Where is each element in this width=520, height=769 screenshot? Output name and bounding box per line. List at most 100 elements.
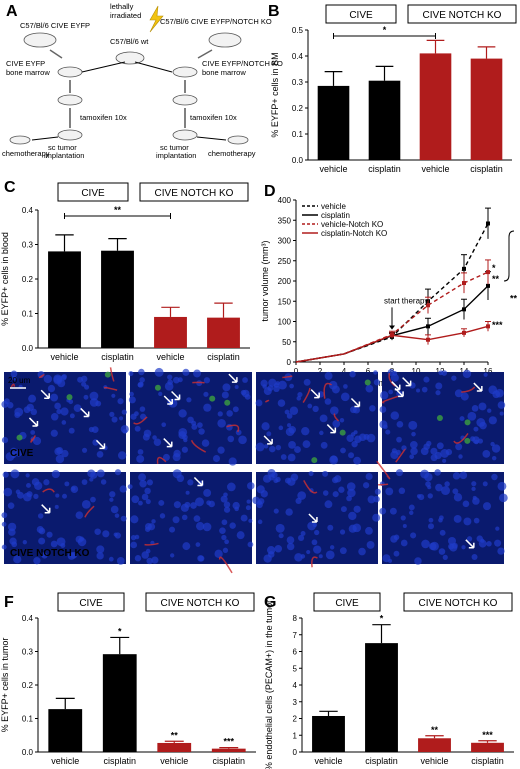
x-tick-label: cisplatin: [103, 756, 136, 766]
nucleus: [366, 433, 376, 443]
bar: [48, 251, 81, 348]
nucleus: [490, 441, 495, 447]
arrow-icon: [41, 504, 51, 514]
nucleus: [238, 435, 247, 445]
nucleus: [50, 429, 58, 437]
irradiated-label-1: lethally: [110, 2, 134, 11]
nucleus: [222, 547, 229, 554]
nucleus: [395, 469, 403, 477]
nucleus: [60, 374, 67, 381]
nucleus: [393, 550, 400, 557]
nucleus: [181, 514, 188, 521]
nucleus: [390, 535, 398, 543]
nucleus: [170, 553, 175, 558]
nucleus: [271, 471, 278, 479]
arrow-icon: [163, 395, 173, 405]
implant-left-1: sc tumor: [48, 143, 77, 152]
nucleus: [427, 493, 433, 499]
bar: [157, 742, 192, 752]
nucleus: [494, 539, 502, 547]
significance-label: *: [380, 614, 384, 624]
nucleus: [232, 406, 239, 413]
data-point: [426, 324, 430, 329]
nucleus: [178, 431, 187, 439]
nucleus: [325, 550, 335, 560]
bar: [48, 709, 83, 752]
nucleus: [435, 483, 443, 492]
mouse-icon: [57, 129, 83, 141]
group-box-notch: [407, 4, 517, 24]
nucleus: [491, 473, 498, 481]
arrow-icon: [402, 377, 412, 387]
nucleus: [367, 495, 376, 504]
nucleus: [373, 495, 380, 503]
nucleus: [463, 517, 472, 526]
nucleus: [421, 539, 430, 549]
y-tick-label: 0: [287, 358, 292, 367]
nucleus: [409, 454, 415, 460]
nucleus: [75, 511, 84, 519]
nucleus: [2, 471, 9, 478]
nucleus: [117, 398, 124, 405]
nucleus: [195, 542, 201, 547]
nucleus: [499, 411, 504, 416]
nucleus: [340, 506, 347, 513]
bar: [418, 738, 451, 752]
vessel: [453, 433, 469, 444]
legend-label: cisplatin: [321, 211, 350, 220]
nucleus: [32, 436, 42, 446]
nucleus: [351, 441, 358, 448]
nucleus: [130, 515, 139, 524]
nucleus: [319, 414, 328, 423]
y-tick-label: 150: [278, 297, 292, 306]
nucleus: [206, 500, 212, 506]
nucleus: [140, 413, 147, 420]
nucleus: [267, 385, 274, 392]
mouse-icon: [9, 135, 31, 145]
mouse-icon: [23, 32, 57, 48]
nucleus: [382, 554, 391, 563]
nucleus: [22, 540, 27, 545]
x-tick-label: 16: [484, 367, 493, 376]
nucleus: [263, 554, 272, 563]
nucleus: [425, 481, 431, 487]
panel-b: B CIVE CIVE NOTCH KO 0.0 0.1 0.2 0.3 0.4 0.5%…: [268, 3, 517, 174]
nucleus: [287, 423, 292, 428]
nucleus: [138, 500, 143, 506]
nucleus: [120, 515, 127, 522]
nucleus: [327, 524, 334, 531]
nucleus: [471, 486, 476, 492]
arrow-icon: [80, 407, 90, 418]
nucleus: [96, 450, 104, 458]
nucleus: [329, 545, 335, 550]
nucleus: [294, 553, 303, 562]
nucleus: [338, 486, 345, 493]
nucleus: [438, 548, 446, 555]
panel-label-a: A: [6, 3, 18, 20]
nucleus: [278, 533, 284, 539]
nucleus: [96, 552, 104, 560]
nucleus: [26, 403, 34, 412]
x-tick-label: 10: [412, 367, 421, 376]
nucleus: [224, 539, 229, 545]
data-point: [486, 283, 490, 288]
row-label-notch: CIVE NOTCH KO: [10, 548, 90, 559]
nucleus: [60, 542, 66, 548]
bar: [154, 316, 187, 348]
nucleus: [297, 534, 305, 542]
nucleus: [389, 507, 397, 515]
y-tick-label: 400: [278, 196, 292, 205]
nucleus: [421, 386, 428, 393]
legend-label: vehicle: [321, 202, 346, 211]
vessel: [156, 456, 167, 464]
legend-label: vehicle-Notch KO: [321, 220, 383, 229]
nucleus: [10, 370, 18, 378]
nucleus: [379, 420, 388, 429]
nucleus: [343, 384, 348, 389]
nucleus: [435, 390, 441, 396]
vessel: [303, 480, 318, 494]
vessel: [109, 367, 115, 382]
nucleus: [28, 394, 37, 403]
nucleus: [476, 535, 483, 542]
nucleus: [396, 390, 403, 398]
